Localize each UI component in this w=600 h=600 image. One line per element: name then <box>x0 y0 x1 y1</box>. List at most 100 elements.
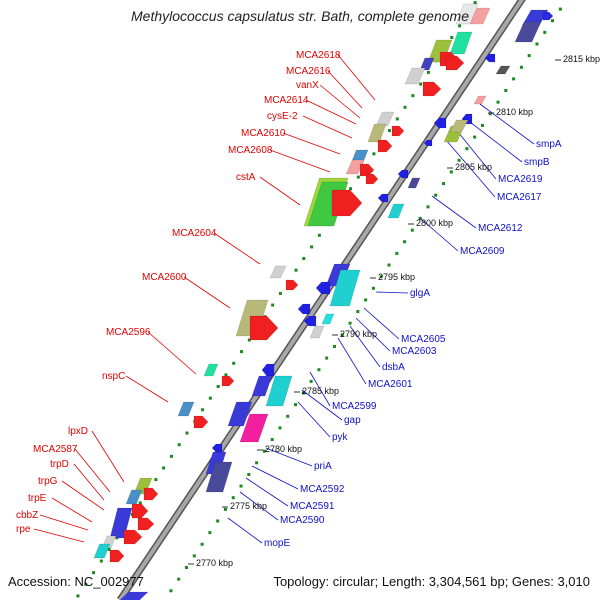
leader-line <box>282 132 341 155</box>
gene-arrow[interactable] <box>397 169 409 179</box>
right-gene-label[interactable]: priA <box>314 461 332 472</box>
left-gene-label[interactable]: cstA <box>236 172 256 183</box>
gene-arrow[interactable] <box>359 163 375 177</box>
gene-arrow[interactable] <box>137 517 155 531</box>
left-gene-label[interactable]: rpe <box>16 524 31 535</box>
gene-arrow[interactable] <box>542 11 554 21</box>
gene-box[interactable] <box>309 325 325 339</box>
gene-box[interactable] <box>495 65 511 75</box>
gene-box[interactable] <box>239 413 269 443</box>
gene-arrow[interactable] <box>445 55 465 71</box>
right-gene-label[interactable]: gap <box>344 415 361 426</box>
left-gene-label[interactable]: MCA2600 <box>142 272 187 283</box>
right-gene-label[interactable]: MCA2601 <box>368 379 413 390</box>
left-gene-label[interactable]: MCA2596 <box>106 327 151 338</box>
right-gene-label[interactable]: MCA2592 <box>300 484 345 495</box>
gene-arrow[interactable] <box>315 281 331 295</box>
right-gene-label[interactable]: MCA2599 <box>332 401 377 412</box>
left-gene-label[interactable]: cysE-2 <box>267 111 298 122</box>
gene-box[interactable] <box>473 95 487 105</box>
gene-arrow[interactable] <box>193 415 209 429</box>
strand-dot <box>519 65 523 69</box>
left-gene-label[interactable]: trpG <box>38 476 58 487</box>
gene-arrow[interactable] <box>377 193 389 203</box>
gene-arrow[interactable] <box>422 81 442 97</box>
right-gene-label[interactable]: MCA2612 <box>478 223 523 234</box>
gene-arrow[interactable] <box>221 375 235 387</box>
strand-dot <box>488 112 492 116</box>
gene-arrow[interactable] <box>143 487 159 501</box>
gene-box[interactable] <box>404 67 426 85</box>
right-gene-label[interactable]: glgA <box>410 288 430 299</box>
right-gene-label[interactable]: MCA2605 <box>401 334 446 345</box>
gene-box[interactable] <box>449 119 469 133</box>
gene-box[interactable] <box>251 375 273 397</box>
strand-dot <box>411 94 415 98</box>
gene-box[interactable] <box>427 39 453 63</box>
right-gene-label[interactable]: MCA2619 <box>498 174 543 185</box>
right-gene-label[interactable]: smpA <box>536 139 562 150</box>
left-gene-label[interactable]: lpxD <box>68 426 88 437</box>
left-gene-label[interactable]: trpE <box>28 493 47 504</box>
gene-arrow[interactable] <box>377 139 393 153</box>
gene-arrow[interactable] <box>433 117 447 129</box>
strand-dot <box>496 100 500 104</box>
gene-box[interactable] <box>269 265 287 279</box>
right-gene-label[interactable]: MCA2591 <box>290 501 335 512</box>
left-gene-label[interactable]: vanX <box>296 80 319 91</box>
gene-arrow[interactable] <box>285 279 299 291</box>
gene-box[interactable] <box>407 177 421 189</box>
left-gene-label[interactable]: MCA2587 <box>33 444 78 455</box>
strand-dot <box>317 233 321 237</box>
left-gene-label[interactable]: MCA2608 <box>228 145 273 156</box>
left-gene-label[interactable]: MCA2610 <box>241 128 286 139</box>
right-gene-label[interactable]: MCA2603 <box>392 346 437 357</box>
gene-arrow[interactable] <box>211 443 223 453</box>
left-gene-label[interactable]: MCA2614 <box>264 95 309 106</box>
gene-box[interactable] <box>205 461 233 493</box>
accession-text: Accession: NC_002977 <box>8 574 144 589</box>
gene-box[interactable] <box>265 375 293 407</box>
gene-arrow[interactable] <box>391 125 405 137</box>
left-gene-label[interactable]: MCA2616 <box>286 66 331 77</box>
right-gene-label[interactable]: smpB <box>524 157 550 168</box>
right-gene-label[interactable]: MCA2609 <box>460 246 505 257</box>
gene-box[interactable] <box>177 401 195 417</box>
gene-arrow[interactable] <box>303 315 317 327</box>
gene-box[interactable] <box>118 591 149 600</box>
gene-box[interactable] <box>203 363 219 377</box>
right-gene-label[interactable]: dsbA <box>382 362 405 373</box>
gene-arrow[interactable] <box>123 529 143 545</box>
gene-box[interactable] <box>367 123 387 143</box>
gene-box[interactable] <box>227 401 253 427</box>
left-gene-label[interactable]: nspC <box>102 371 125 382</box>
gene-box[interactable] <box>345 159 365 175</box>
left-gene-label[interactable]: MCA2604 <box>172 228 217 239</box>
right-gene-label[interactable]: MCA2617 <box>497 192 542 203</box>
gene-box[interactable] <box>514 21 542 43</box>
gene-arrow[interactable] <box>484 53 496 63</box>
strand-dot <box>457 158 461 162</box>
gene-arrow[interactable] <box>249 315 279 341</box>
gene-box[interactable] <box>469 7 491 25</box>
gene-box[interactable] <box>329 269 361 307</box>
gene-arrow[interactable] <box>109 549 125 563</box>
left-gene-label[interactable]: cbbZ <box>16 510 38 521</box>
right-gene-label[interactable]: MCA2590 <box>280 515 325 526</box>
gene-box[interactable] <box>449 31 473 55</box>
gene-box[interactable] <box>93 543 111 559</box>
right-gene-label[interactable]: pyk <box>332 432 349 443</box>
gene-arrow[interactable] <box>131 503 149 519</box>
gene-box[interactable] <box>455 3 479 25</box>
gene-arrow[interactable] <box>423 139 433 147</box>
left-gene-label[interactable]: MCA2618 <box>296 50 341 61</box>
gene-arrow[interactable] <box>331 189 363 217</box>
gene-box[interactable] <box>321 313 335 325</box>
gene-arrow[interactable] <box>365 173 379 185</box>
gene-box[interactable] <box>419 57 435 71</box>
right-gene-label[interactable]: mopE <box>264 538 290 549</box>
gene-arrow[interactable] <box>297 303 311 315</box>
left-gene-label[interactable]: trpD <box>50 459 69 470</box>
gene-arrow[interactable] <box>261 363 275 377</box>
gene-box[interactable] <box>387 203 405 219</box>
